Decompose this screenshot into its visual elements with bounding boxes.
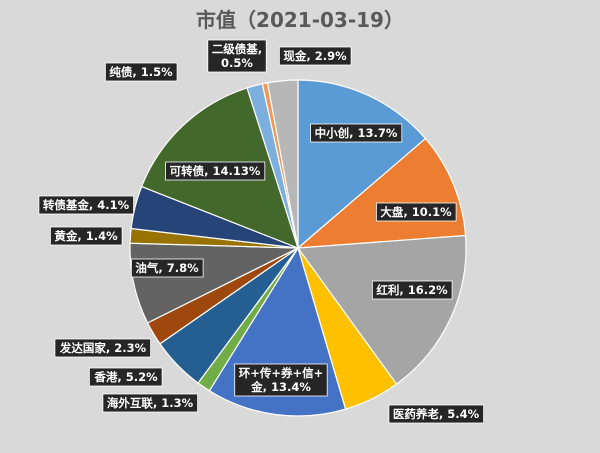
data-label-11: 转债基金, 4.1% xyxy=(38,195,134,215)
data-labels: 中小创, 13.7% 大盘, 10.1% 红利, 16.2% 医药养老, 5.4% 环+… xyxy=(38,39,484,424)
data-label-text: 香港, 5.2% xyxy=(93,370,158,384)
data-label-text: 现金, 2.9% xyxy=(283,49,347,63)
data-label-text: 可转债, 14.13% xyxy=(170,164,261,178)
pie-slice-1 xyxy=(297,79,427,250)
data-label-text: 红利, 16.2% xyxy=(376,283,448,297)
data-label-6: 海外互联, 1.3% xyxy=(102,393,198,413)
data-label-text: 纯债, 1.5% xyxy=(109,65,173,79)
data-label-3: 红利, 16.2% xyxy=(371,280,453,300)
data-label-text: 发达国家, 2.3% xyxy=(59,341,147,355)
data-label-text: 医药养老, 5.4% xyxy=(393,407,480,421)
pie-slice-3 xyxy=(296,234,467,385)
data-label-4: 医药养老, 5.4% xyxy=(388,404,484,424)
data-label-2: 大盘, 10.1% xyxy=(375,202,457,222)
chart-title: 市值（2021-03-19） xyxy=(196,8,404,32)
data-label-text: 黄金, 1.4% xyxy=(54,229,118,243)
data-label-12: 可转债, 14.13% xyxy=(165,161,266,181)
data-label-9: 油气, 7.8% xyxy=(130,258,204,278)
data-label-14: 二级债基, 0.5% xyxy=(207,39,267,73)
data-label-8: 发达国家, 2.3% xyxy=(54,338,151,358)
data-label-10: 黄金, 1.4% xyxy=(50,226,123,246)
data-label-text: 海外互联, 1.3% xyxy=(107,396,194,410)
data-label-text: 转债基金, 4.1% xyxy=(43,198,130,212)
data-label-1: 中小创, 13.7% xyxy=(310,123,403,143)
data-label-15: 现金, 2.9% xyxy=(278,46,352,66)
data-label-13: 纯债, 1.5% xyxy=(105,62,178,82)
data-label-text: 大盘, 10.1% xyxy=(380,205,452,219)
data-label-text: 环+传+券+信+金, 13.4% xyxy=(239,366,324,394)
data-label-text: 二级债基, 0.5% xyxy=(212,42,262,70)
data-label-7: 香港, 5.2% xyxy=(89,367,163,387)
data-label-5: 环+传+券+信+金, 13.4% xyxy=(234,363,328,397)
data-label-text: 油气, 7.8% xyxy=(135,261,199,275)
data-label-text: 中小创, 13.7% xyxy=(315,126,398,140)
pie-slice-15 xyxy=(266,79,299,249)
